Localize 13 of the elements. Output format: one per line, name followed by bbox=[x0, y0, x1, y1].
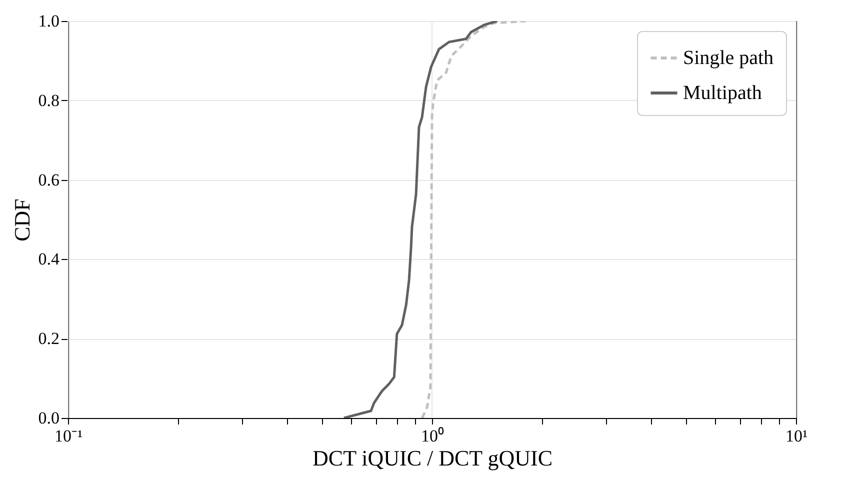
y-tick-label: 0.8 bbox=[38, 90, 60, 110]
legend-label: Single path bbox=[683, 47, 774, 69]
y-tick-label: 1.0 bbox=[38, 12, 60, 30]
y-tick-label: 0.4 bbox=[38, 250, 60, 269]
y-tick-label: 0.6 bbox=[38, 170, 60, 190]
legend-label: Multipath bbox=[683, 82, 762, 104]
x-tick-label: 10¹ bbox=[785, 426, 808, 446]
y-tick-label: 0.0 bbox=[38, 408, 60, 428]
x-axis-title: DCT iQUIC / DCT gQUIC bbox=[312, 446, 552, 470]
x-tick-label: 10⁻¹ bbox=[54, 426, 83, 446]
x-tick-label: 10⁰ bbox=[421, 426, 444, 446]
y-tick-label: 0.2 bbox=[38, 329, 60, 348]
y-axis-title: CDF bbox=[9, 198, 34, 242]
